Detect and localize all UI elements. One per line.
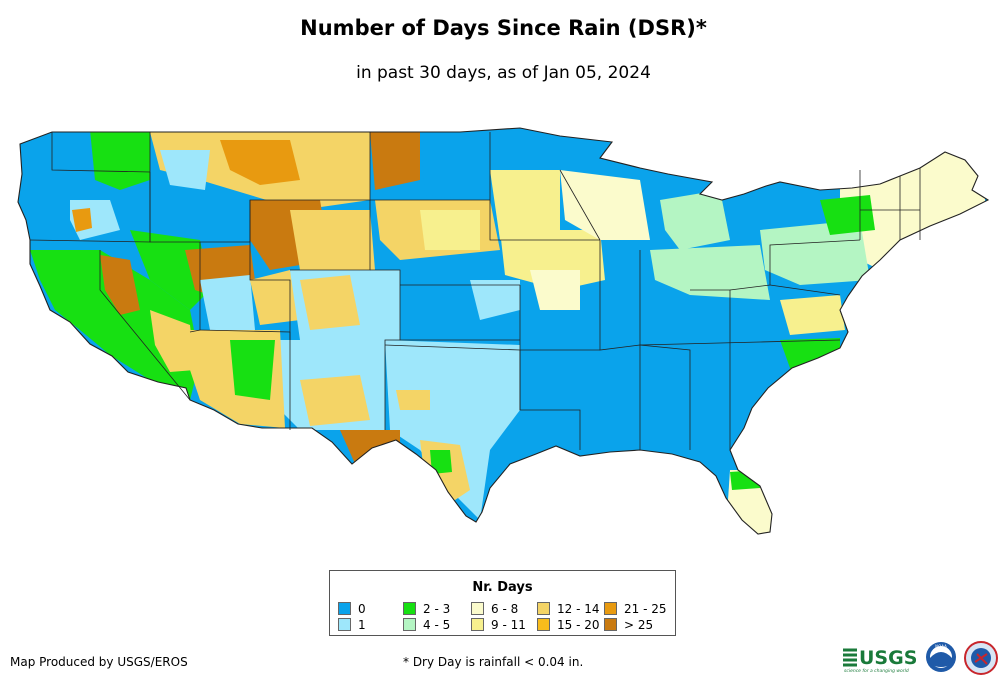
legend-label: > 25 (624, 618, 654, 632)
legend-swatch (604, 602, 617, 615)
map-subtitle: in past 30 days, as of Jan 05, 2024 (356, 63, 651, 83)
legend-label: 9 - 11 (491, 618, 526, 632)
legend: Nr. Days 0 1 2 - 3 4 - 5 6 - 8 9 - 11 12… (329, 570, 676, 636)
legend-label: 0 (358, 602, 366, 616)
legend-item-9: > 25 (604, 618, 653, 632)
agency-logos: USGS science for a changing world NOAA (843, 641, 998, 675)
legend-swatch (471, 602, 484, 615)
legend-item-1: 1 (338, 618, 366, 632)
legend-swatch (403, 618, 416, 631)
legend-label: 6 - 8 (491, 602, 519, 616)
legend-title: Nr. Days (472, 580, 533, 595)
state-boundaries (17, 127, 989, 535)
legend-swatch (338, 618, 351, 631)
legend-item-4: 6 - 8 (471, 602, 518, 616)
map-title: Number of Days Since Rain (DSR)* (300, 16, 707, 40)
us-dsr-map (17, 127, 989, 535)
legend-swatch (403, 602, 416, 615)
dry-day-footnote: * Dry Day is rainfall < 0.04 in. (403, 655, 584, 669)
legend-label: 12 - 14 (557, 602, 600, 616)
legend-label: 1 (358, 618, 366, 632)
usgs-tagline: science for a changing world (844, 668, 909, 674)
legend-label: 4 - 5 (423, 618, 451, 632)
legend-item-5: 9 - 11 (471, 618, 526, 632)
legend-swatch (471, 618, 484, 631)
legend-swatch (537, 618, 550, 631)
legend-item-0: 0 (338, 602, 366, 616)
legend-item-3: 4 - 5 (403, 618, 450, 632)
legend-item-6: 12 - 14 (537, 602, 600, 616)
nws-logo (964, 641, 998, 675)
producer-credit: Map Produced by USGS/EROS (10, 655, 188, 669)
legend-item-2: 2 - 3 (403, 602, 450, 616)
usgs-wordmark: USGS (859, 647, 917, 669)
legend-swatch (537, 602, 550, 615)
legend-swatch (338, 602, 351, 615)
legend-label: 2 - 3 (423, 602, 451, 616)
legend-item-8: 21 - 25 (604, 602, 667, 616)
legend-label: 21 - 25 (624, 602, 667, 616)
noaa-text: NOAA (935, 644, 947, 649)
legend-item-7: 15 - 20 (537, 618, 600, 632)
usgs-logo: USGS science for a changing world (843, 647, 917, 674)
legend-label: 15 - 20 (557, 618, 600, 632)
legend-swatch (604, 618, 617, 631)
noaa-logo: NOAA (926, 642, 956, 672)
